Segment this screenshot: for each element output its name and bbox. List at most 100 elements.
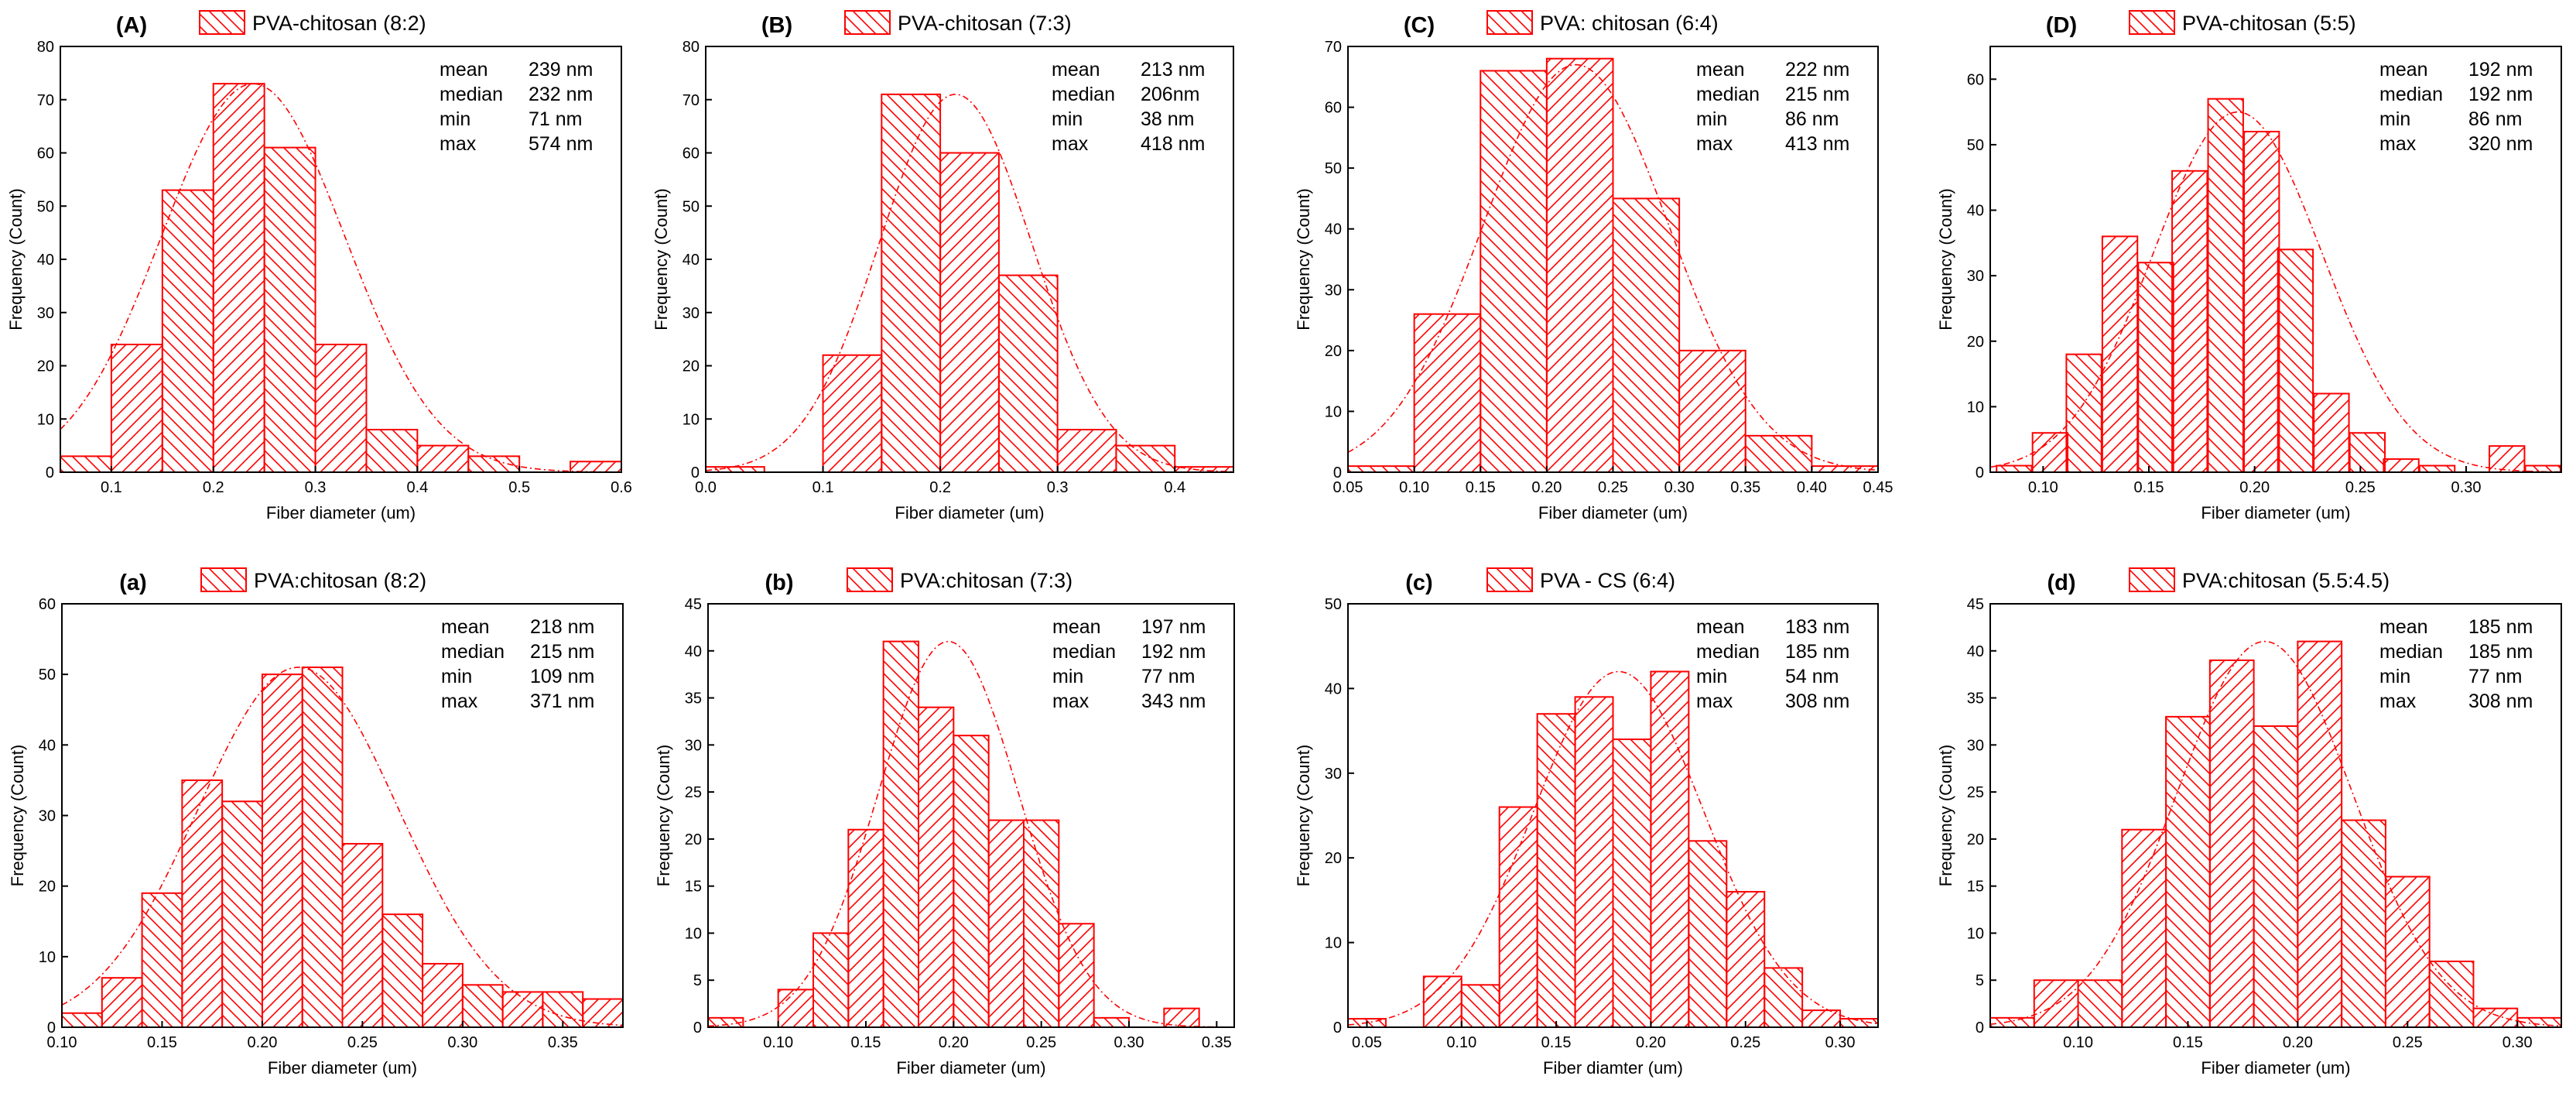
legend-swatch: [1486, 567, 1533, 592]
x-tick-label: 0.20: [2283, 1034, 2313, 1051]
histogram-bar: [570, 461, 622, 473]
stat-value: 185 nm: [1785, 641, 1849, 663]
x-axis-title: Fiber diameter (um): [266, 503, 416, 523]
stat-label: mean: [1052, 616, 1101, 638]
stat-value: 54 nm: [1785, 666, 1839, 687]
x-axis-title: Fiber diameter (um): [2201, 1058, 2350, 1078]
y-tick-label: 60: [682, 146, 700, 163]
histogram-bar: [705, 466, 765, 473]
histogram-panel: 0.05 0.10 0.15 0.20 0.25 0.30 0 10 20 30 40 50 Fiber…: [1294, 567, 1880, 1078]
y-tick-label: 20: [1325, 850, 1342, 867]
histogram-bar: [301, 667, 344, 1028]
histogram-bar: [987, 819, 1025, 1028]
stat-value: 192 nm: [2468, 59, 2533, 81]
legend-label: PVA: chitosan (6:4): [1540, 12, 1719, 35]
x-tick-label: 0.30: [1825, 1034, 1856, 1051]
histogram-bar: [1058, 923, 1095, 1029]
histogram-bar: [2297, 640, 2343, 1028]
fit-curve: [1989, 111, 2562, 473]
x-tick-label: 0.20: [247, 1034, 277, 1051]
stat-value: 215 nm: [1785, 84, 1849, 105]
stat-label: max: [440, 133, 477, 155]
histogram-bar: [2277, 248, 2314, 473]
x-tick-label: 0.30: [2451, 479, 2482, 496]
fit-curve: [60, 83, 621, 473]
stat-label: min: [1696, 666, 1727, 687]
stat-label: mean: [2379, 616, 2428, 638]
stat-value: 308 nm: [1785, 690, 1849, 712]
histogram-bar: [1726, 890, 1766, 1028]
histogram-bar: [341, 842, 384, 1029]
x-axis-title: Fiber diameter (um): [1538, 503, 1688, 523]
y-tick-label: 15: [1967, 879, 1984, 896]
y-tick-label: 45: [1967, 596, 1984, 613]
x-tick-label: 0.40: [1797, 479, 1827, 496]
stat-value: 183 nm: [1785, 616, 1849, 638]
panel-label: (D): [2046, 13, 2077, 38]
histogram-bar: [1989, 1016, 2035, 1029]
stat-value: 213 nm: [1141, 59, 1205, 81]
y-tick-label: 25: [685, 784, 702, 801]
stat-label: median: [2379, 84, 2443, 105]
y-axis-title: Frequency (Count): [1936, 188, 1955, 330]
y-tick-label: 40: [685, 643, 702, 660]
x-tick-label: 0.25: [347, 1034, 378, 1051]
y-tick-label: 50: [1325, 596, 1342, 613]
y-tick-label: 50: [39, 667, 56, 684]
y-tick-label: 50: [37, 198, 54, 215]
histogram-bar: [181, 779, 224, 1029]
histogram-bar: [422, 962, 464, 1028]
y-tick-label: 40: [1967, 203, 1984, 220]
histogram-bar: [2077, 979, 2123, 1028]
y-tick-label: 10: [682, 411, 700, 428]
y-tick-label: 35: [1967, 690, 1984, 708]
y-tick-label: 10: [37, 411, 54, 428]
stat-value: 38 nm: [1141, 108, 1194, 130]
x-tick-label: 0.25: [2393, 1034, 2423, 1051]
y-tick-label: 10: [39, 949, 56, 966]
y-tick-label: 0: [1976, 1019, 1984, 1037]
histogram-bar: [2428, 960, 2475, 1029]
histogram-bar: [381, 913, 424, 1028]
stat-label: min: [1052, 666, 1083, 687]
histogram-panel: 0.05 0.10 0.15 0.20 0.25 0.30 0.35 0.40 0.45 0 10 2…: [1294, 10, 1893, 523]
histogram-bar: [1574, 696, 1614, 1029]
histogram-bar: [822, 354, 883, 473]
histogram-bar: [1811, 465, 1879, 474]
stat-value: 413 nm: [1785, 133, 1849, 155]
y-axis-title: Frequency (Count): [1936, 745, 1955, 886]
stat-value: 86 nm: [2468, 108, 2522, 130]
histogram-bar: [2472, 1007, 2519, 1028]
y-tick-label: 0: [1976, 464, 1984, 481]
histogram-bar: [1422, 975, 1462, 1028]
y-tick-label: 10: [685, 925, 702, 942]
histogram-bar: [2243, 131, 2280, 473]
legend-swatch: [2129, 567, 2175, 592]
x-tick-label: 0.15: [1541, 1034, 1572, 1051]
y-tick-label: 30: [39, 808, 56, 825]
stat-value: 215 nm: [530, 641, 594, 663]
histogram-bar: [1347, 465, 1415, 474]
y-tick-label: 20: [1967, 831, 1984, 848]
panel-label: (B): [761, 13, 792, 38]
y-tick-label: 0: [1333, 464, 1342, 481]
x-tick-label: 0.20: [2239, 479, 2270, 496]
x-tick-label: 0.20: [1531, 479, 1562, 496]
x-tick-label: 0.4: [406, 479, 428, 496]
histogram-bar: [1480, 70, 1548, 473]
histogram-bar: [2101, 235, 2139, 473]
stat-label: min: [2379, 108, 2410, 130]
histogram-panel: 0.10 0.15 0.20 0.25 0.30 0 10 20 30 40 50 60 Fiber d…: [1936, 10, 2562, 523]
stat-label: median: [1696, 84, 1760, 105]
legend-swatch: [199, 10, 245, 35]
histogram-bar: [1650, 670, 1690, 1029]
histogram-bar: [314, 344, 368, 473]
y-tick-label: 5: [693, 972, 702, 989]
x-tick-label: 0.0: [695, 479, 717, 496]
legend-swatch: [2129, 10, 2175, 35]
histogram-bar: [953, 735, 990, 1029]
stat-label: median: [440, 84, 503, 105]
y-tick-label: 10: [1967, 399, 1984, 416]
x-tick-label: 0.20: [1636, 1034, 1666, 1051]
